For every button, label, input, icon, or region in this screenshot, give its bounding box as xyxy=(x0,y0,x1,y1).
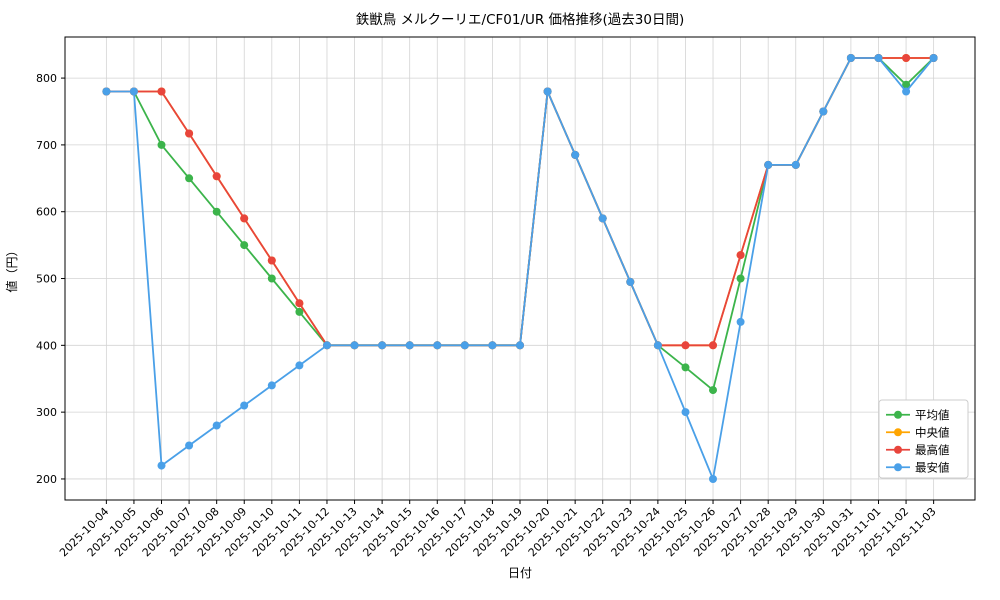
y-tick-label: 600 xyxy=(36,206,57,219)
y-tick-label: 300 xyxy=(36,406,57,419)
y-axis: 200 300 400 500 600 700 800 xyxy=(36,72,65,486)
legend-label-0: 平均値 xyxy=(915,408,950,422)
legend-sample-marker-0 xyxy=(894,410,902,419)
gridlines xyxy=(65,37,975,500)
legend-sample-marker-1 xyxy=(894,428,902,437)
x-axis-label: 日付 xyxy=(508,566,532,580)
y-tick-label: 200 xyxy=(36,473,57,486)
series-markers-3 xyxy=(102,54,938,483)
y-tick-label: 500 xyxy=(36,273,57,286)
legend-sample-marker-2 xyxy=(894,445,902,454)
legend-label-1: 中央値 xyxy=(915,425,950,439)
y-tick-label: 400 xyxy=(36,339,57,352)
legend-sample-marker-3 xyxy=(894,463,902,472)
y-tick-label: 800 xyxy=(36,72,57,85)
y-axis-label: 値（円） xyxy=(4,244,19,292)
legend-label-3: 最安値 xyxy=(915,460,950,474)
chart-title: 鉄獣鳥 メルクーリエ/CF01/UR 価格推移(過去30日間) xyxy=(356,12,685,28)
y-tick-label: 700 xyxy=(36,139,57,152)
legend-box xyxy=(878,399,969,479)
legend-label-2: 最高値 xyxy=(915,443,950,457)
